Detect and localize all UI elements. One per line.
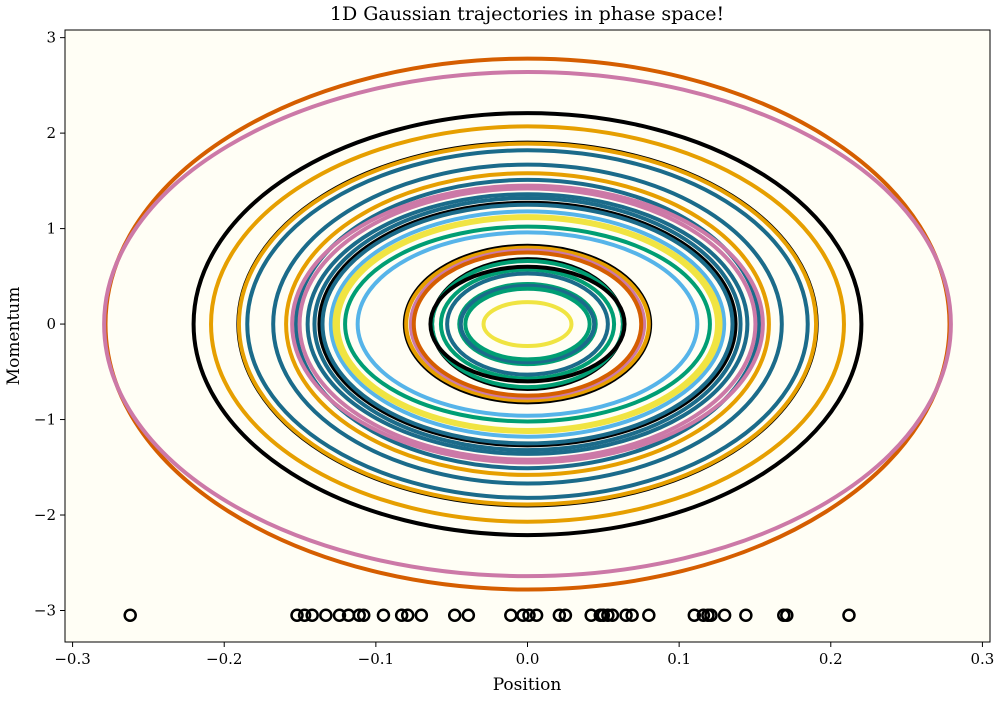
marker-point-27 [619, 608, 633, 623]
marker-point-6 [332, 608, 347, 623]
x-axis-label: Position [493, 675, 562, 695]
marker-point-30 [687, 608, 702, 623]
marker-point-34 [717, 608, 732, 623]
marker-point-11 [394, 608, 409, 623]
y-tick-label: −3 [34, 601, 56, 619]
marker-point-21 [558, 608, 573, 623]
marker-point-26 [605, 608, 620, 623]
trajectory-curve-10 [293, 177, 762, 471]
trajectory-curve-13 [305, 192, 750, 456]
marker-point-37 [780, 608, 794, 623]
marker-point-1 [123, 608, 137, 623]
trajectory-curve-25 [411, 250, 644, 398]
y-tick-label: 2 [46, 124, 56, 142]
marker-point-24 [596, 608, 611, 623]
marker-point-9 [356, 608, 371, 623]
marker-point-18 [522, 608, 536, 623]
trajectory-curve-32 [458, 283, 597, 365]
plot-area [65, 30, 990, 642]
marker-point-12 [400, 608, 415, 623]
x-tick-label: −0.2 [206, 650, 242, 668]
marker-point-17 [516, 608, 530, 623]
marker-point-20 [552, 608, 567, 623]
trajectory-curve-6 [236, 141, 819, 507]
trajectory-curve-4 [209, 124, 846, 524]
x-tick-label: 0.0 [516, 650, 540, 668]
trajectory-curve-23 [404, 245, 651, 403]
trajectory-curve-2 [102, 70, 953, 579]
marker-point-25 [601, 608, 615, 623]
y-tick-label: 0 [46, 315, 56, 333]
y-tick-label: 1 [46, 220, 56, 238]
chart-title: 1D Gaussian trajectories in phase space! [330, 3, 724, 25]
y-tick-label: 3 [46, 29, 56, 47]
marker-point-5 [319, 608, 333, 623]
trajectory-curve-30 [445, 271, 610, 377]
y-axis-ticks: −3 −2 −1 0 1 2 3 [34, 29, 65, 619]
marker-point-35 [739, 608, 753, 623]
y-axis-label: Momentum [4, 287, 24, 386]
x-tick-label: −0.3 [54, 650, 90, 668]
y-tick-label: −2 [34, 506, 56, 524]
marker-point-10 [376, 608, 391, 623]
x-tick-label: 0.3 [970, 650, 994, 668]
trajectory-curve-3 [191, 111, 864, 538]
trajectory-curve-9 [284, 171, 771, 477]
marker-point-33 [704, 608, 718, 623]
trajectory-curve-11 [290, 183, 765, 465]
marker-point-28 [625, 608, 639, 623]
trajectory-curve-14 [312, 196, 743, 453]
trajectory-curves [102, 56, 953, 592]
marker-point-15 [461, 608, 476, 623]
marker-point-31 [696, 608, 711, 623]
marker-point-13 [414, 608, 429, 623]
marker-points [123, 608, 856, 623]
y-tick-label: −1 [34, 411, 56, 429]
trajectory-curve-21 [355, 230, 700, 418]
trajectory-curve-33 [463, 286, 592, 362]
x-tick-label: 0.1 [667, 650, 691, 668]
trajectory-curve-34 [481, 300, 574, 349]
marker-point-8 [352, 608, 366, 623]
marker-point-2 [290, 608, 304, 623]
trajectory-curve-29 [428, 264, 627, 384]
x-tick-label: 0.2 [819, 650, 843, 668]
marker-point-38 [842, 608, 856, 623]
marker-point-19 [529, 608, 544, 623]
marker-point-3 [297, 608, 312, 623]
x-axis-ticks: −0.3 −0.2 −0.1 0.0 0.1 0.2 0.3 [54, 642, 994, 668]
trajectory-curve-19 [335, 216, 720, 433]
trajectory-curve-16 [320, 202, 735, 446]
x-tick-label: −0.1 [358, 650, 394, 668]
trajectory-curve-7 [245, 148, 810, 500]
marker-point-4 [305, 608, 319, 623]
trajectory-curve-12 [297, 186, 758, 462]
trajectory-curve-20 [343, 224, 712, 424]
marker-point-14 [447, 608, 462, 623]
trajectory-curve-28 [438, 267, 617, 381]
trajectory-curve-8 [271, 162, 784, 486]
trajectory-curve-17 [328, 209, 727, 439]
marker-point-29 [642, 608, 656, 623]
